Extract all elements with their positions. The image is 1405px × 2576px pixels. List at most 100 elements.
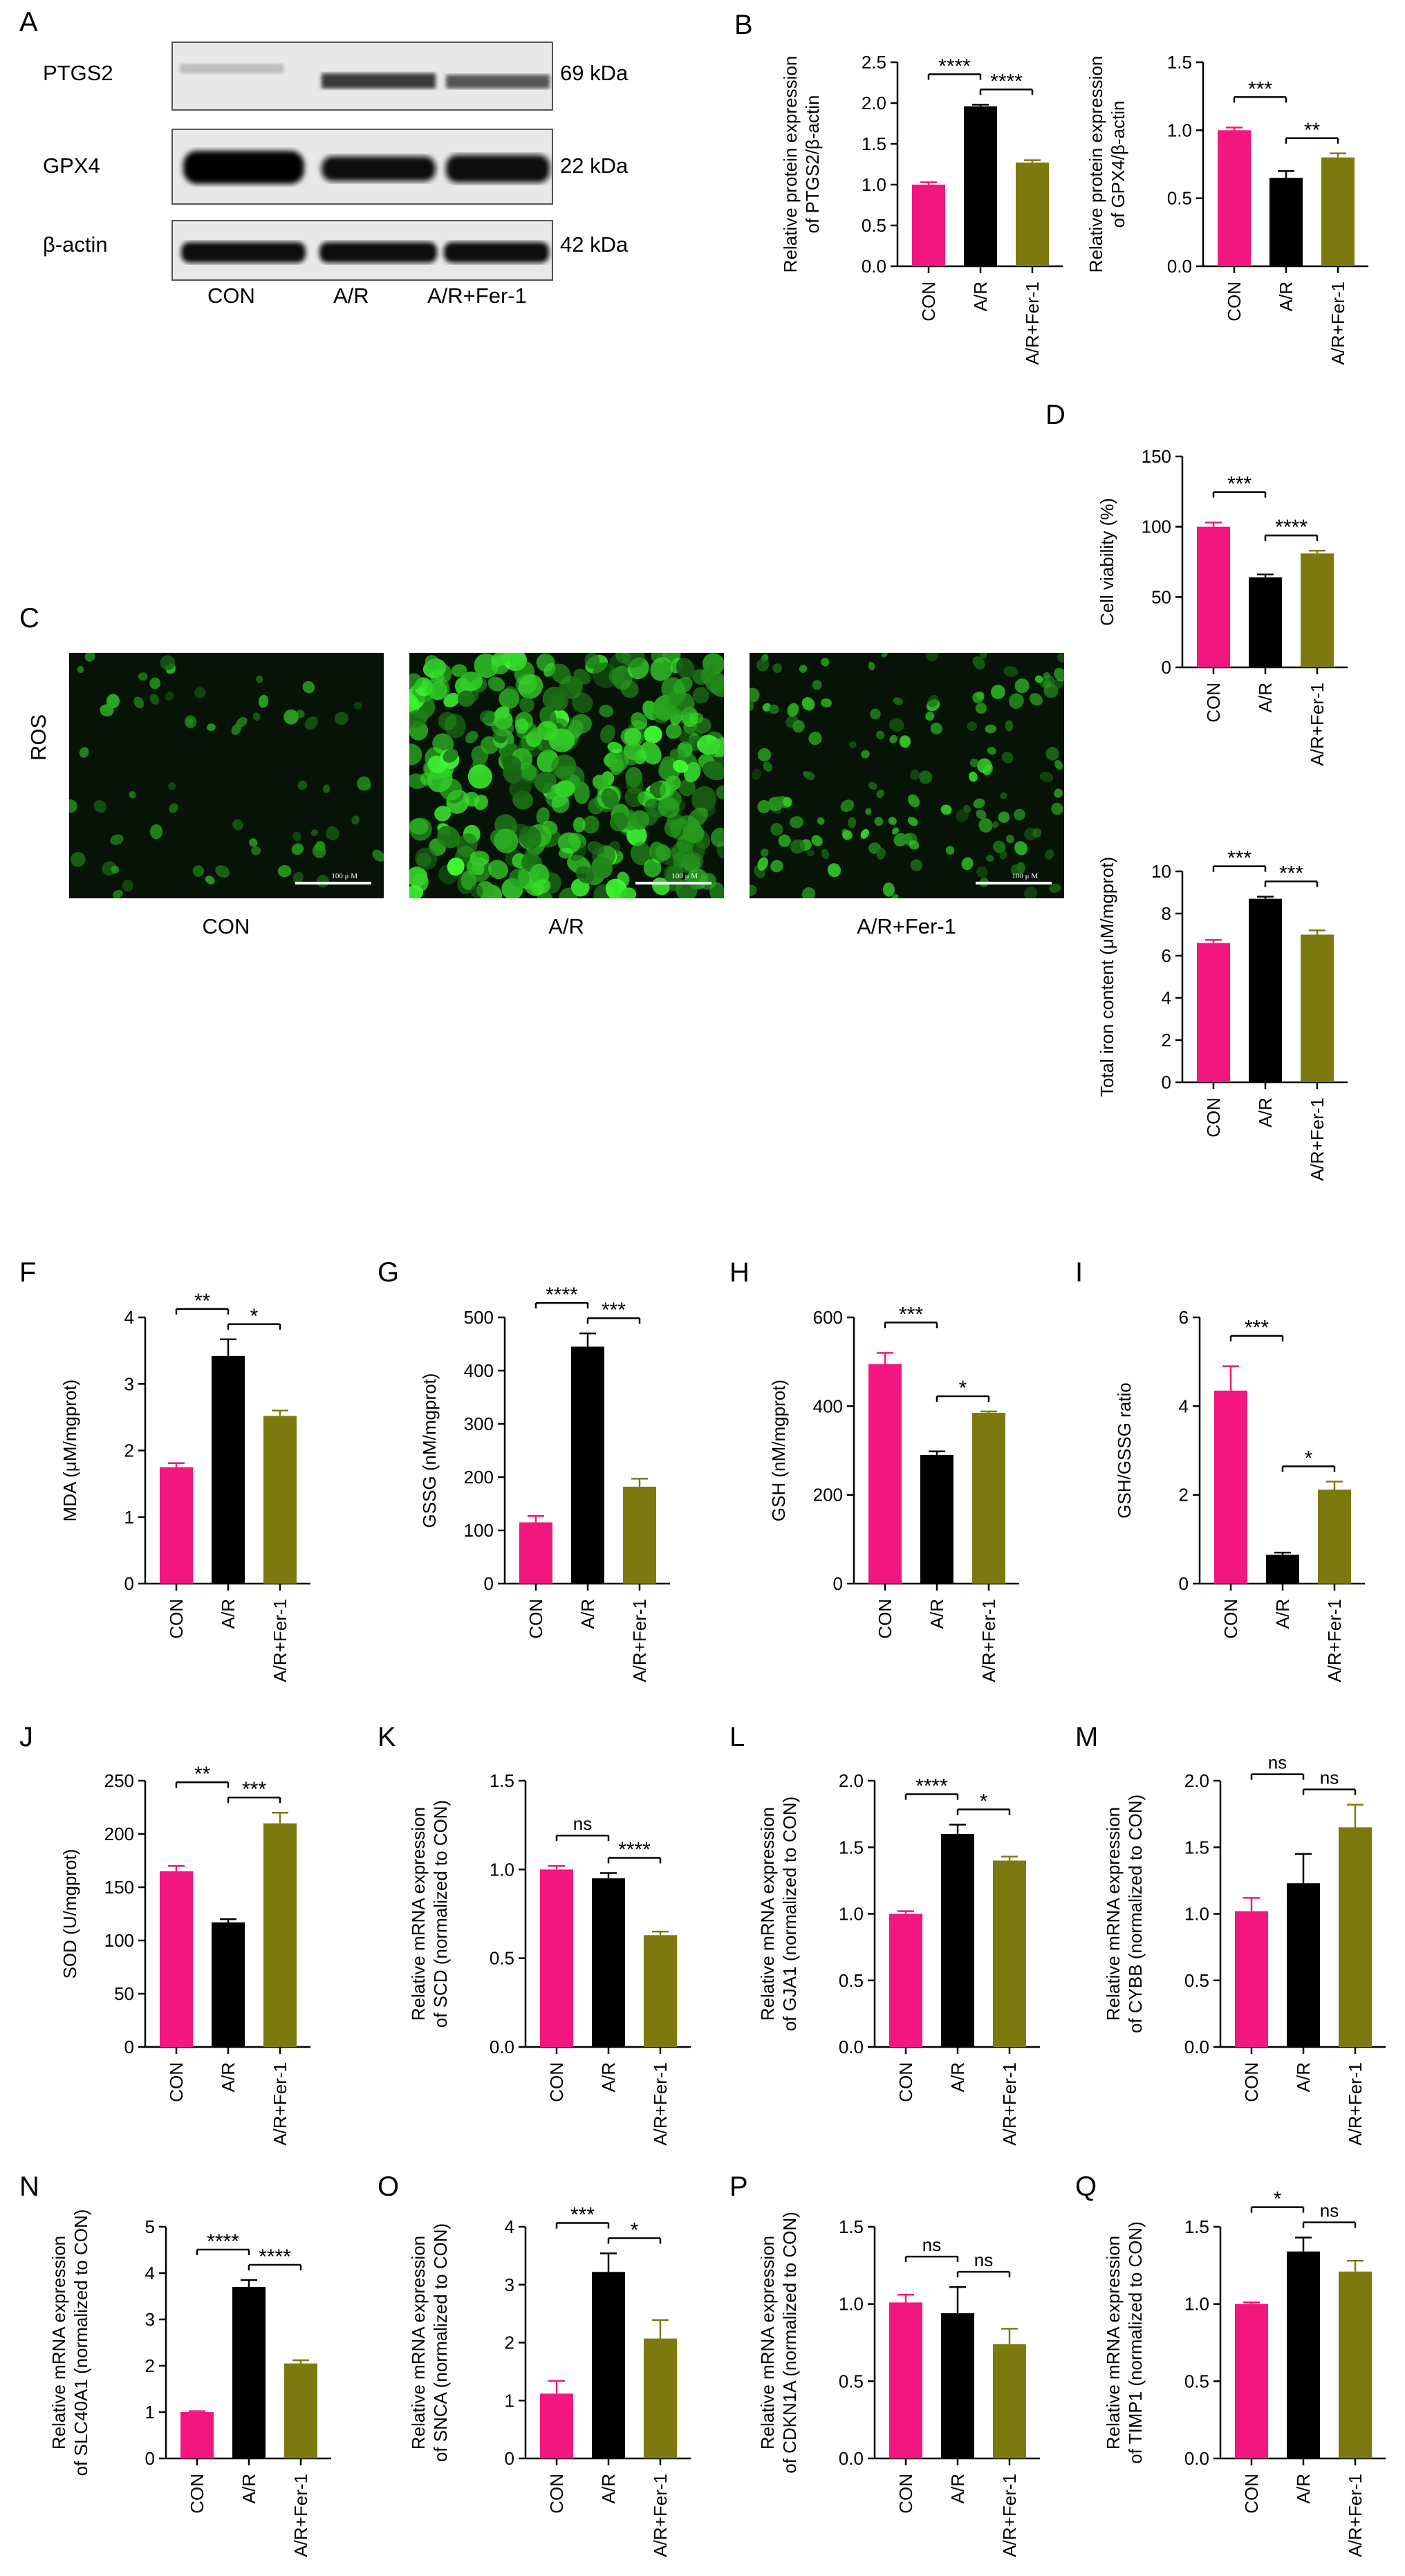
cell-mark (849, 741, 857, 749)
cell-mark (467, 764, 492, 789)
panel-letter-i: I (1075, 1257, 1083, 1288)
y-tick-label: 1.5 (862, 133, 886, 154)
cell-mark (772, 795, 783, 806)
cell-mark (817, 817, 825, 825)
cell-mark (655, 844, 671, 861)
cell-mark (551, 795, 570, 813)
cell-mark (249, 838, 258, 847)
x-tick-label: A/R+Fer-1 (999, 2062, 1020, 2146)
x-tick-label: A/R+Fer-1 (650, 2062, 671, 2146)
y-tick-label: 2 (505, 2333, 514, 2353)
cell-mark (808, 732, 822, 745)
cell-mark (465, 730, 478, 743)
y-axis-label: of PTGS2/β-actin (802, 95, 823, 234)
y-tick-label: 2 (1179, 1485, 1189, 1505)
cell-mark (231, 723, 242, 735)
cell-mark (529, 727, 546, 743)
cell-mark (986, 855, 994, 862)
y-tick-label: 1.0 (862, 174, 886, 195)
cell-mark (575, 866, 595, 884)
panel-letter-g: G (378, 1257, 400, 1288)
cell-mark (133, 696, 145, 709)
cell-mark (622, 653, 645, 668)
cell-mark (325, 826, 339, 841)
cell-mark (842, 830, 853, 840)
y-tick-label: 0 (124, 1573, 134, 1594)
x-tick-label: CON (875, 1599, 895, 1639)
cell-mark (427, 755, 447, 774)
y-tick-label: 3 (505, 2274, 514, 2295)
cell-mark (494, 828, 519, 853)
chart-d-viability: 0 50 100 150 Cell viability (%) CON A/R A/R+Fer… (1097, 446, 1348, 766)
cell-mark (434, 806, 452, 822)
cell-mark (876, 730, 885, 740)
cell-mark (678, 779, 696, 797)
cell-mark (907, 817, 918, 826)
cell-mark (438, 712, 457, 731)
ros-row-label: ROS (26, 714, 50, 761)
cell-mark (437, 826, 460, 849)
cell-mark (861, 750, 870, 759)
panel-letter-a: A (19, 7, 38, 37)
x-tick-label: CON (1203, 683, 1224, 723)
panel-letter-f: F (19, 1257, 37, 1288)
scale-bar (295, 882, 371, 884)
x-tick-label: A/R+Fer-1 (290, 2474, 311, 2557)
cell-mark (993, 840, 1006, 853)
panel-letter-h: H (729, 1257, 750, 1288)
bar (941, 1834, 974, 2047)
panel-letter-n: N (19, 2171, 39, 2202)
cell-mark (750, 884, 757, 896)
sig-label: * (631, 2219, 639, 2242)
sig-label: *** (1248, 77, 1272, 100)
y-tick-label: 50 (114, 1983, 134, 2004)
cell-mark (69, 799, 78, 813)
x-tick-label: A/R+Fer-1 (978, 1599, 999, 1683)
cell-mark (682, 823, 705, 844)
cell-mark (976, 691, 985, 700)
cell-mark (439, 778, 463, 801)
y-tick-label: 1.0 (1184, 1904, 1209, 1925)
cell-mark (687, 807, 709, 827)
y-tick-label: 2.0 (862, 93, 886, 113)
cell-mark (425, 655, 441, 670)
bar (1339, 2271, 1372, 2458)
cell-mark (491, 717, 514, 736)
cell-mark (840, 799, 855, 813)
y-tick-label: 500 (464, 1307, 494, 1328)
cell-mark (592, 775, 608, 790)
y-tick-label: 100 (1142, 517, 1171, 537)
cell-mark (1039, 771, 1054, 782)
cell-mark (297, 780, 308, 790)
cell-mark (536, 653, 555, 672)
cell-mark (168, 782, 176, 790)
sig-label: *** (1227, 847, 1252, 870)
cell-mark (93, 800, 107, 813)
y-axis-label: GSH (nM/mgprot) (768, 1380, 789, 1521)
cell-mark (1029, 693, 1043, 706)
cell-mark (692, 687, 709, 704)
cell-mark (591, 856, 613, 879)
cell-mark (956, 809, 969, 822)
ros-image-con: 100 μ M (69, 653, 384, 898)
sig-label: ** (194, 1763, 211, 1786)
cell-mark (770, 823, 783, 836)
blot-bands-gpx4 (183, 151, 550, 184)
y-tick-label: 0.5 (490, 1948, 514, 1969)
cell-mark (491, 653, 511, 667)
cell-mark (251, 846, 261, 855)
x-tick-label: CON (546, 2474, 567, 2514)
cell-mark (902, 833, 913, 844)
cell-mark (760, 849, 769, 857)
sig-label: **** (915, 1775, 948, 1798)
ros-condition-fer: A/R+Fer-1 (857, 914, 956, 938)
y-tick-label: 200 (104, 1824, 134, 1844)
y-tick-label: 8 (1162, 903, 1171, 924)
x-tick-label: A/R+Fer-1 (1307, 1097, 1328, 1181)
y-tick-label: 200 (813, 1485, 843, 1505)
x-tick-label: CON (1203, 1097, 1224, 1138)
cell-mark (292, 871, 304, 884)
cell-mark (252, 712, 261, 721)
cell-mark (488, 860, 508, 880)
